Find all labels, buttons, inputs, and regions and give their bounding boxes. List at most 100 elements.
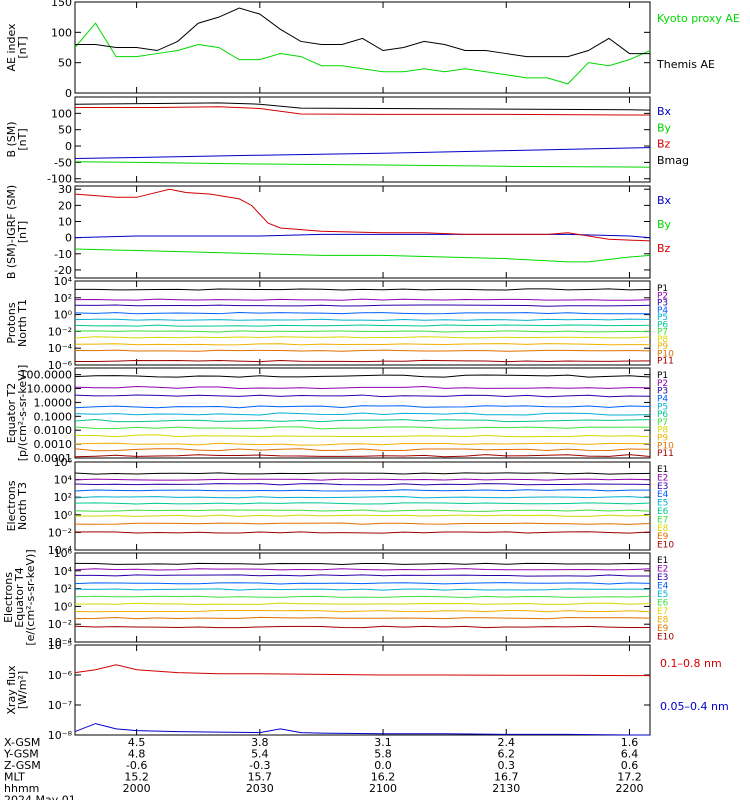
legend-label: 0.05–0.4 nm — [660, 700, 729, 713]
y-tick-label: 10⁻⁴ — [48, 544, 73, 557]
footer-value: 5.4 — [251, 748, 269, 761]
legend-label: E5 — [657, 499, 668, 509]
footer-value: -0.6 — [126, 759, 147, 772]
y-tick-label: 10.0000 — [27, 383, 73, 396]
panel-bigrf: -20 -10 0 10 20 30 B (SM)-IGRF (SM)[nT] Bx By Bz — [5, 183, 672, 279]
footer-value: 1.6 — [621, 736, 639, 749]
legend-label: E2 — [657, 473, 668, 483]
y-tick-label: 10⁰ — [54, 600, 73, 613]
y-axis-label: AE index — [5, 23, 18, 72]
panel-frame — [74, 280, 651, 366]
y-tick-label: 50 — [58, 57, 72, 70]
y-axis-label: Protons — [5, 302, 18, 343]
legend-label: P6 — [657, 410, 668, 420]
panel-frame — [74, 644, 651, 736]
footer-date: 2024 May 01 — [4, 794, 76, 801]
footer-value: 2000 — [123, 782, 151, 795]
series-line — [74, 514, 651, 517]
series-line — [74, 336, 651, 339]
legend-label: P10 — [657, 349, 674, 359]
series-line — [75, 106, 650, 116]
legend-label: P5 — [657, 402, 668, 412]
legend-label: E2 — [657, 565, 668, 575]
series-line — [74, 483, 651, 486]
series-line — [74, 412, 651, 416]
legend-label: P10 — [657, 441, 674, 451]
y-tick-label: 100.0000 — [20, 369, 73, 382]
legend-label: E1 — [657, 465, 668, 475]
y-tick-label: 0.1000 — [34, 410, 73, 423]
y-tick-label: 100 — [51, 26, 72, 39]
series-line — [74, 496, 651, 499]
footer-value: 2200 — [615, 782, 643, 795]
panel-frame — [74, 1, 651, 94]
panel-frame — [74, 552, 651, 643]
series-line — [74, 582, 651, 585]
footer-value: 3.1 — [374, 736, 392, 749]
y-tick-label: 0 — [65, 87, 72, 100]
series-line — [74, 472, 651, 475]
y-axis-label: B (SM) — [5, 121, 18, 157]
series-line — [74, 312, 651, 315]
y-axis-label: [nT] — [16, 36, 29, 58]
legend-label: P7 — [657, 328, 668, 338]
y-tick-label: 10⁻² — [48, 526, 72, 539]
y-tick-label: 10⁴ — [54, 565, 73, 578]
series-line — [74, 161, 651, 168]
legend-label: E8 — [657, 616, 669, 626]
y-tick-label: 0 — [65, 140, 72, 153]
legend-label: P7 — [657, 418, 668, 428]
series-line — [74, 531, 651, 534]
footer-ephemeris: X-GSM 4.5 3.8 3.1 2.4 1.6 Y-GSM 4.8 5.4 5.8 6.2 6.4… — [3, 736, 643, 805]
series-line — [74, 324, 651, 327]
legend-label: E7 — [657, 515, 668, 525]
footer-value: 4.8 — [128, 748, 146, 761]
series-line — [74, 405, 651, 409]
legend-label: E7 — [657, 607, 668, 617]
y-tick-label: 0 — [65, 232, 72, 245]
y-tick-label: 10⁶ — [54, 456, 73, 469]
series-line — [74, 318, 651, 321]
legend-label: P9 — [657, 342, 668, 352]
series-line — [74, 359, 651, 363]
series-line — [74, 394, 651, 398]
legend-label: E4 — [657, 490, 669, 500]
legend-label: P3 — [657, 387, 668, 397]
y-tick-label: 10⁻² — [48, 618, 72, 631]
legend-label: Themis AE — [656, 58, 715, 71]
footer-value: 4.5 — [128, 736, 146, 749]
y-tick-label: -10 — [54, 248, 72, 261]
series-line — [74, 568, 651, 571]
series-line — [74, 188, 651, 242]
footer-value: 0.3 — [498, 759, 516, 772]
panel-ae: 0 50 100 150 AE index[nT] Kyoto proxy AE Themi… — [5, 0, 740, 100]
series-line — [74, 522, 651, 525]
legend-label: Kyoto proxy AE — [657, 12, 740, 25]
legend: Kyoto proxy AE Themis AE — [656, 12, 740, 71]
y-tick-label: 1.0000 — [34, 396, 73, 409]
legend-label: E4 — [657, 582, 669, 592]
series-line — [74, 625, 651, 629]
footer-value: 16.2 — [371, 771, 396, 784]
series-line — [74, 454, 651, 458]
footer-value: 6.2 — [498, 748, 516, 761]
footer-row-label: Y-GSM — [3, 748, 39, 761]
y-axis-label: [p/(cm²-s-sr-keV)] — [16, 365, 29, 462]
y-tick-label: -100 — [47, 173, 72, 186]
legend-label: Bx — [657, 105, 672, 118]
legend-label: E5 — [657, 590, 668, 600]
legend: Bx By Bz — [657, 194, 672, 255]
legend-label: Bmag — [657, 154, 689, 167]
y-axis-label: North T3 — [16, 482, 29, 530]
legend-label: E9 — [657, 624, 669, 634]
y-tick-label: 0.0001 — [34, 452, 73, 465]
series-line — [74, 509, 651, 512]
y-tick-label: 50 — [58, 124, 72, 137]
y-tick-label: 10⁴ — [54, 275, 73, 288]
footer-value: 17.2 — [617, 771, 642, 784]
